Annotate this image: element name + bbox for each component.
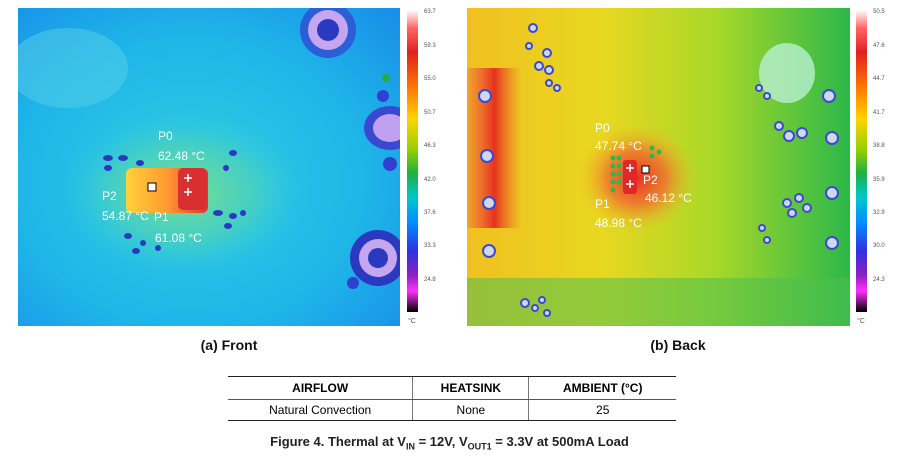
front-warm-patch	[18, 28, 128, 108]
back-p0-name: P0	[595, 121, 610, 135]
front-p2-name: P2	[102, 189, 117, 203]
scale-back-tick: 32.9	[873, 210, 885, 216]
scale-front-unit: °C	[408, 318, 416, 325]
scale-front-tick: 59.3	[424, 43, 436, 49]
front-marker-p0-p1	[184, 174, 192, 196]
figure-title-mid: = 12V, V	[414, 434, 468, 449]
front-vias	[103, 150, 246, 254]
front-p0-temp: 62.48 °C	[158, 149, 205, 163]
header-heatsink: HEATSINK	[412, 376, 529, 400]
color-scale-front: 63.7 59.3 55.0 50.7 46.3 42.0 37.6 33.3 …	[404, 8, 436, 326]
front-p1-temp: 61.08 °C	[155, 231, 202, 245]
scale-front-tick: 46.3	[424, 143, 436, 149]
back-marker-p2	[641, 165, 650, 174]
back-p2-name: P2	[643, 173, 658, 187]
scale-back-tick: 47.6	[873, 43, 885, 49]
conditions-header-row: AIRFLOW HEATSINK AMBIENT (°C)	[228, 376, 676, 400]
back-p1-name: P1	[595, 197, 610, 211]
front-via-2	[383, 157, 397, 171]
scale-front-tick: 24.8	[424, 277, 436, 283]
scale-back-tick: 24.3	[873, 277, 885, 283]
front-p2-temp: 54.87 °C	[102, 209, 149, 223]
front-chip-core	[178, 168, 206, 210]
scale-back-tick: 30.0	[873, 243, 885, 249]
scale-front-tick: 55.0	[424, 76, 436, 82]
back-bottom-band	[467, 278, 850, 326]
front-component-top-core	[317, 19, 339, 41]
thermal-image-front: P0 62.48 °C P2 54.87 °C P1 61.08 °C	[18, 8, 400, 326]
scale-front-tick: 63.7	[424, 9, 436, 15]
cell-ambient: 25	[528, 399, 676, 421]
figure-title-vout-sub: OUT1	[467, 441, 492, 452]
back-marker-p0-p1	[626, 164, 634, 188]
scale-back-tick: 50.5	[873, 9, 885, 15]
cell-airflow: Natural Convection	[228, 399, 413, 421]
back-component-top-right	[759, 43, 815, 103]
scale-back-tick: 41.7	[873, 110, 885, 116]
scale-front-tick: 33.3	[424, 243, 436, 249]
color-scale-front-bar	[407, 10, 418, 312]
color-scale-back: 50.5 47.6 44.7 41.7 38.8 35.9 32.9 30.0 …	[853, 8, 885, 326]
front-via-4	[347, 277, 359, 289]
front-marker-p2	[147, 182, 157, 192]
back-vias	[478, 23, 839, 317]
thermal-back-svg: P0 47.74 °C P2 46.12 °C P1 48.98 °C	[467, 8, 850, 326]
back-p2-temp: 46.12 °C	[645, 191, 692, 205]
header-airflow: AIRFLOW	[228, 376, 413, 400]
scale-back-tick: 38.8	[873, 143, 885, 149]
front-component-bottom-core	[368, 248, 388, 268]
scale-front-tick: 42.0	[424, 177, 436, 183]
figure-title-prefix: Figure 4. Thermal at V	[270, 434, 406, 449]
scale-front-tick: 37.6	[424, 210, 436, 216]
front-component-right-inner	[373, 114, 400, 142]
front-via-1	[377, 90, 389, 102]
front-via-3	[382, 74, 390, 82]
thermal-image-back: P0 47.74 °C P2 46.12 °C P1 48.98 °C	[467, 8, 850, 326]
cell-heatsink: None	[412, 399, 529, 421]
back-p1-temp: 48.98 °C	[595, 216, 642, 230]
front-p1-name: P1	[154, 210, 169, 224]
color-scale-back-bar	[856, 10, 867, 312]
scale-front-tick: 50.7	[424, 110, 436, 116]
header-ambient: AMBIENT (°C)	[528, 376, 676, 400]
scale-back-tick: 35.9	[873, 177, 885, 183]
back-p0-temp: 47.74 °C	[595, 139, 642, 153]
caption-back: (b) Back	[650, 337, 706, 353]
caption-front: (a) Front	[200, 337, 258, 353]
conditions-table: AIRFLOW HEATSINK AMBIENT (°C) Natural Co…	[228, 376, 676, 421]
figure-title-suffix: = 3.3V at 500mA Load	[491, 434, 629, 449]
figure-title: Figure 4. Thermal at VIN = 12V, VOUT1 = …	[0, 434, 899, 452]
table-row: Natural Convection None 25	[228, 399, 676, 421]
scale-back-tick: 44.7	[873, 76, 885, 82]
thermal-front-svg: P0 62.48 °C P2 54.87 °C P1 61.08 °C	[18, 8, 400, 326]
back-chip-vias	[610, 145, 662, 193]
scale-back-unit: °C	[857, 318, 865, 325]
figure-title-vin-sub: IN	[405, 441, 415, 452]
front-p0-name: P0	[158, 129, 173, 143]
